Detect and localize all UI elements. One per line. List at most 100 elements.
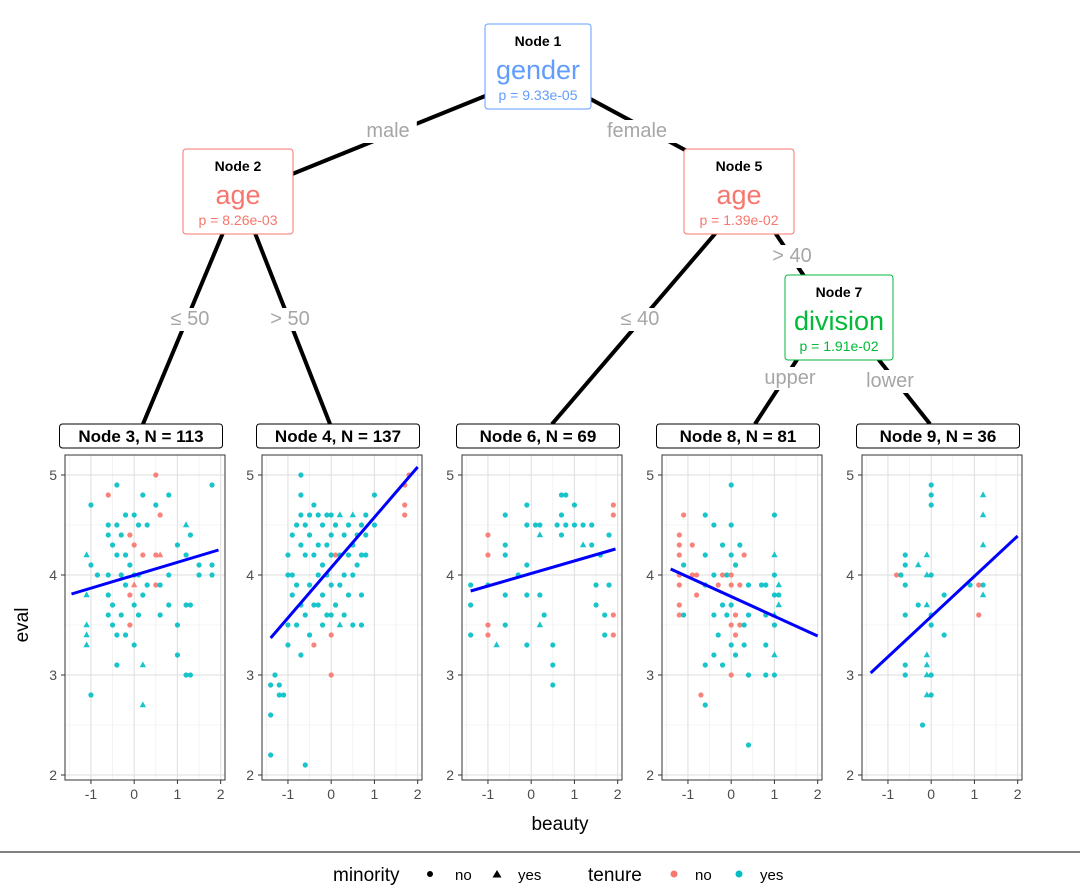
panel-4: -1 0 1 2 2 3 4 5 Node 8, N = 81 (646, 423, 823, 802)
data-point (345, 522, 352, 528)
data-point (122, 552, 129, 558)
data-point (306, 532, 313, 538)
data-point (485, 622, 491, 628)
data-point (144, 582, 150, 588)
data-point (118, 532, 124, 538)
data-point (298, 472, 304, 478)
data-point (537, 592, 543, 598)
data-point (928, 622, 934, 628)
edge-label-male: male (366, 120, 409, 142)
data-point (293, 622, 300, 628)
x-tick-label: 2 (414, 786, 422, 802)
data-point (728, 482, 734, 488)
tree-node-n7: Node 7 division p = 1.91e-02 (784, 274, 894, 361)
data-point (763, 642, 769, 648)
terminal-node-label-box (456, 423, 620, 449)
data-point (719, 662, 726, 668)
data-point (485, 552, 491, 558)
data-point-triangle (83, 621, 90, 628)
data-point (558, 492, 565, 498)
data-point (502, 512, 508, 518)
data-point (732, 652, 739, 658)
data-point-triangle (923, 671, 931, 678)
data-point (153, 552, 159, 558)
data-point (610, 502, 616, 508)
data-point (157, 582, 163, 588)
data-point (114, 482, 120, 488)
data-point (902, 562, 908, 568)
data-point (702, 702, 708, 708)
data-point (140, 492, 146, 498)
node-variable: age (215, 180, 260, 210)
data-point (550, 682, 556, 688)
data-point (302, 522, 308, 528)
data-point-triangle (536, 531, 544, 538)
data-point (702, 552, 708, 558)
data-point (183, 602, 189, 608)
data-point (915, 602, 921, 608)
x-tick-label: 0 (527, 786, 535, 802)
data-point (893, 572, 900, 578)
data-point (745, 672, 752, 678)
panel-background (262, 455, 422, 780)
data-point (268, 712, 274, 718)
data-point (728, 622, 734, 628)
panel-border (261, 454, 423, 781)
data-point (711, 612, 717, 618)
data-point (902, 672, 908, 678)
data-point-triangle (771, 551, 778, 558)
data-point (302, 552, 308, 558)
data-point (109, 622, 116, 628)
data-point (571, 502, 578, 508)
data-point (122, 512, 129, 518)
x-tick-label: 0 (727, 786, 735, 802)
node-title: Node 5 (716, 158, 763, 174)
data-point (728, 672, 734, 678)
edge-label-bg-le50 (161, 308, 219, 331)
data-point (928, 572, 934, 578)
regression-line (269, 466, 419, 639)
edge-label-bg-upper (755, 367, 825, 390)
data-point (980, 582, 986, 588)
data-point (166, 572, 172, 578)
data-point (741, 622, 747, 628)
node-box (182, 148, 294, 235)
node-box (784, 274, 894, 361)
data-point (941, 592, 947, 598)
panel-background (462, 455, 622, 780)
data-point (550, 642, 556, 648)
data-point (105, 572, 111, 578)
data-point (196, 572, 202, 578)
data-point-triangle (923, 601, 931, 608)
edge-label-le50: ≤ 50 (171, 308, 210, 330)
data-point (131, 642, 137, 648)
data-point (341, 532, 347, 538)
edge-labels: male female ≤ 50 > 50 ≤ 40 > 40 upper lower (161, 120, 925, 393)
data-point (144, 522, 150, 528)
data-point-triangle (182, 521, 190, 528)
node-pvalue: p = 1.91e-02 (799, 338, 878, 354)
data-point (563, 522, 569, 528)
data-point (468, 582, 474, 588)
panel-1: -1 0 1 2 2 3 4 5 Node 3, N = 113 (49, 423, 226, 802)
data-point (363, 512, 369, 518)
data-point (131, 602, 137, 608)
data-point (328, 612, 334, 618)
data-point (289, 572, 295, 578)
data-point (157, 612, 163, 618)
legend-label-minority-no: no (455, 867, 472, 884)
data-point (941, 632, 947, 638)
data-point (306, 632, 313, 638)
data-point (109, 542, 116, 548)
panel-border (461, 454, 623, 781)
data-point-triangle (923, 691, 931, 698)
x-tick-label: 1 (174, 786, 182, 802)
data-point (289, 532, 295, 538)
terminal-node-label-box (256, 423, 420, 449)
panel-border (64, 454, 226, 781)
data-point (693, 592, 700, 598)
data-point (732, 632, 739, 638)
tree-node-n1: Node 1 gender p = 9.33e-05 (484, 23, 592, 110)
data-point (593, 582, 599, 588)
data-point (276, 682, 282, 688)
